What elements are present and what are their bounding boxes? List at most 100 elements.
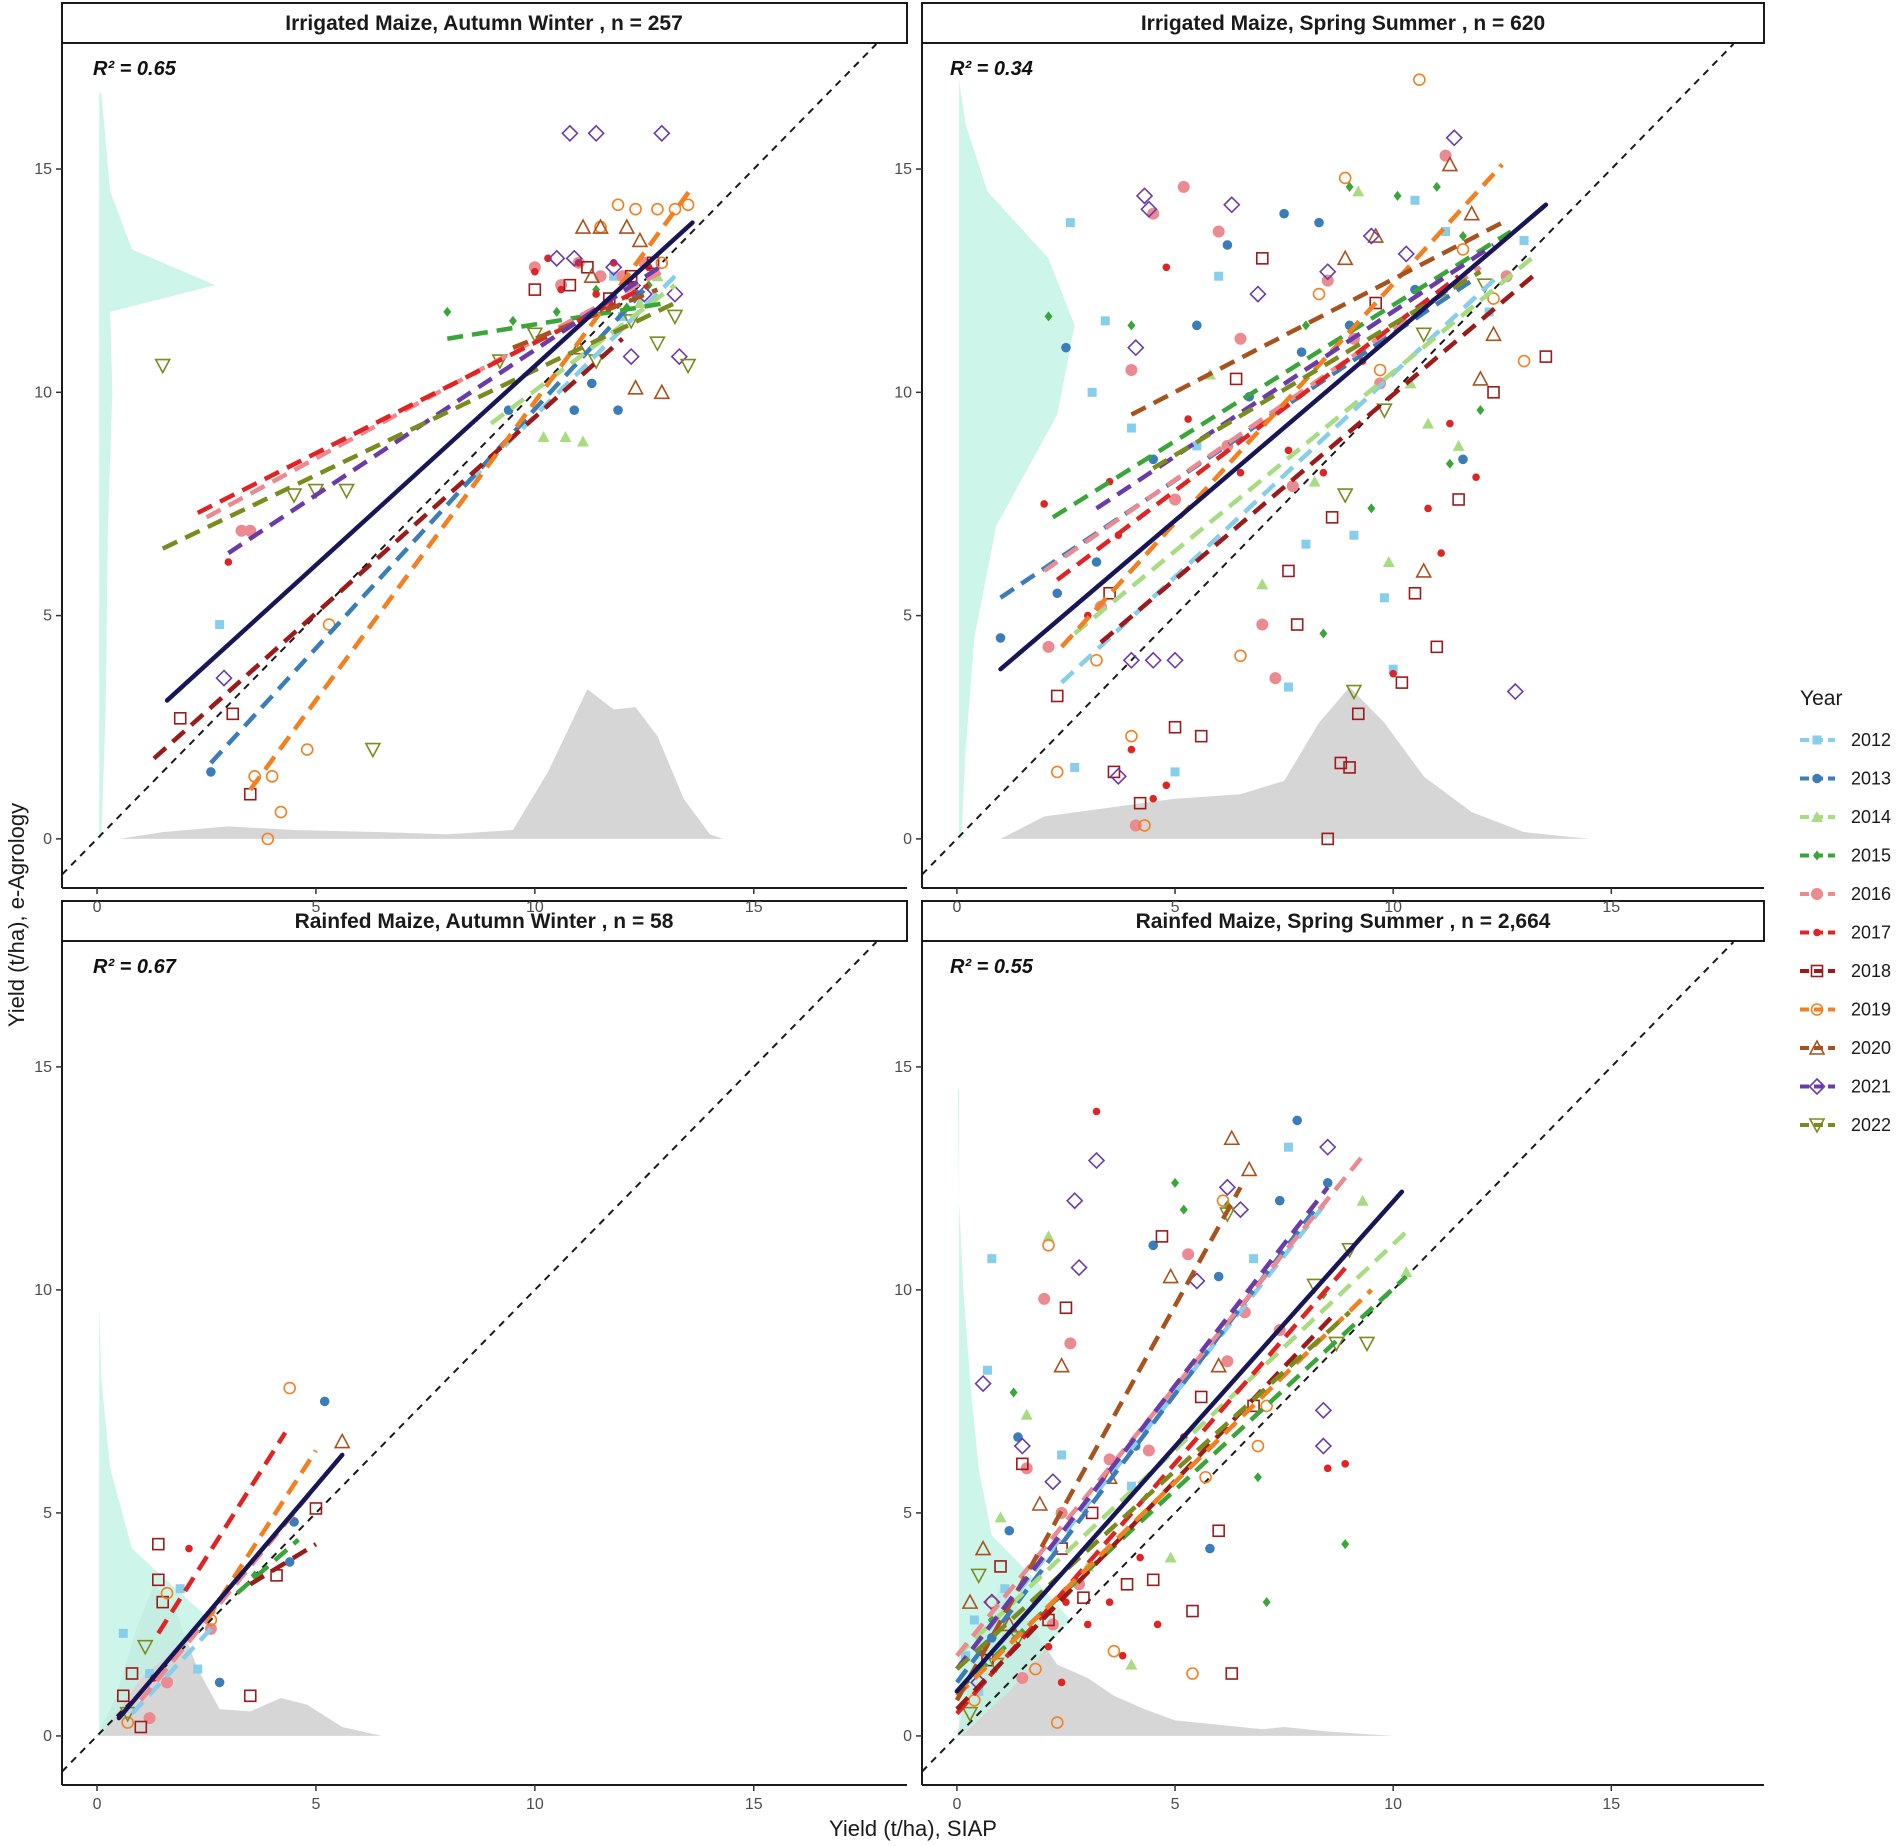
data-point xyxy=(1147,207,1160,220)
data-point xyxy=(1031,1495,1049,1511)
data-point xyxy=(631,231,649,248)
data-point xyxy=(244,524,257,537)
data-point xyxy=(1125,729,1138,743)
data-point xyxy=(1539,350,1553,363)
data-point xyxy=(1135,187,1154,205)
data-point xyxy=(1087,1151,1106,1170)
data-point xyxy=(1251,1439,1265,1453)
data-point xyxy=(1458,231,1467,242)
data-point xyxy=(1179,1204,1188,1215)
legend-label: 2019 xyxy=(1851,1000,1891,1020)
legend-title: Year xyxy=(1800,687,1842,710)
legend-label: 2017 xyxy=(1851,923,1891,943)
data-point xyxy=(1319,628,1328,639)
data-point xyxy=(1400,1266,1413,1278)
r2-label: R² = 0.67 xyxy=(93,956,177,978)
data-point xyxy=(548,249,566,267)
data-point xyxy=(1186,1667,1199,1680)
data-point xyxy=(1029,1662,1042,1676)
data-point xyxy=(1397,245,1415,263)
data-point xyxy=(1422,417,1435,429)
data-point xyxy=(1321,274,1334,287)
legend-label: 2022 xyxy=(1851,1115,1891,1135)
density-x-area xyxy=(118,689,724,839)
y-tick-label: 5 xyxy=(903,1505,912,1522)
data-point xyxy=(1077,1591,1090,1604)
data-point xyxy=(1053,1357,1070,1373)
one-to-one-line xyxy=(921,941,1735,1773)
data-point xyxy=(1042,1239,1055,1252)
data-point xyxy=(1432,181,1441,192)
data-point xyxy=(1057,1678,1066,1687)
data-point xyxy=(1042,1230,1055,1242)
year-fit-line xyxy=(1042,265,1482,573)
data-point xyxy=(1229,372,1243,386)
data-point xyxy=(1321,832,1335,846)
data-point xyxy=(1140,200,1158,218)
panel-irrigated-spring-summer xyxy=(921,43,1735,876)
data-point xyxy=(528,283,542,296)
data-point xyxy=(364,742,382,759)
data-point xyxy=(1506,682,1524,701)
data-point xyxy=(985,1595,999,1609)
data-point xyxy=(1162,263,1171,272)
data-point xyxy=(1325,511,1339,524)
data-point xyxy=(265,770,279,783)
data-point xyxy=(653,383,671,400)
legend-key-marker xyxy=(1813,928,1821,937)
data-point xyxy=(1133,796,1147,810)
data-point xyxy=(974,1539,992,1556)
x-tick-label: 0 xyxy=(93,899,102,916)
data-point xyxy=(1314,1437,1332,1455)
data-point xyxy=(592,218,609,234)
data-point xyxy=(1314,217,1324,228)
data-point xyxy=(215,669,233,687)
data-point xyxy=(1144,651,1162,669)
data-point xyxy=(1223,1129,1241,1146)
legend-label: 2014 xyxy=(1851,807,1891,827)
data-point xyxy=(618,218,636,234)
data-point xyxy=(173,712,187,725)
data-point xyxy=(1255,252,1269,265)
year-fit-line xyxy=(954,1186,1243,1702)
data-point xyxy=(1519,235,1529,245)
data-point xyxy=(1485,325,1502,342)
data-point xyxy=(118,1628,128,1638)
legend-key-marker xyxy=(1812,735,1822,745)
data-point xyxy=(1282,564,1295,578)
data-point xyxy=(1212,225,1225,238)
data-point xyxy=(1146,1573,1160,1587)
y-tick-label: 5 xyxy=(43,608,52,625)
data-point xyxy=(1424,504,1432,513)
legend-key-marker xyxy=(1808,1039,1826,1055)
data-point xyxy=(974,1374,992,1393)
data-point xyxy=(1249,1254,1259,1264)
data-point xyxy=(1253,1472,1262,1483)
data-point xyxy=(1061,342,1071,353)
data-point xyxy=(574,218,592,234)
axis-ticks: 0 5 10 15 0 5 10 15 0 5 10 15 0 5 10 15 0 5 10 15 0 5 10 15 0 5 10… xyxy=(34,161,1620,1813)
overall-fit-line xyxy=(954,1189,1405,1694)
x-tick-label: 10 xyxy=(1384,1796,1402,1813)
year-fit-line xyxy=(489,283,677,426)
year-fit-line xyxy=(161,300,676,551)
data-point xyxy=(319,1396,330,1407)
year-fit-line xyxy=(1051,229,1513,520)
panel-rainfed-autumn-winter xyxy=(61,941,878,1773)
data-point xyxy=(1517,354,1531,368)
data-point xyxy=(1016,1671,1029,1684)
data-point xyxy=(1040,500,1048,508)
year-fit-line xyxy=(1059,163,1504,649)
data-point xyxy=(1153,1620,1162,1629)
year-fit-line xyxy=(196,283,650,515)
panel-rainfed-spring-summer xyxy=(921,941,1735,1773)
data-point xyxy=(283,1381,296,1395)
data-point xyxy=(1103,1453,1116,1466)
data-point xyxy=(649,336,666,352)
data-point xyxy=(1091,557,1102,567)
data-point xyxy=(1138,819,1151,832)
data-point xyxy=(987,1254,997,1264)
x-tick-label: 5 xyxy=(1171,899,1180,916)
data-point xyxy=(1349,530,1359,540)
data-point xyxy=(1341,1242,1358,1259)
